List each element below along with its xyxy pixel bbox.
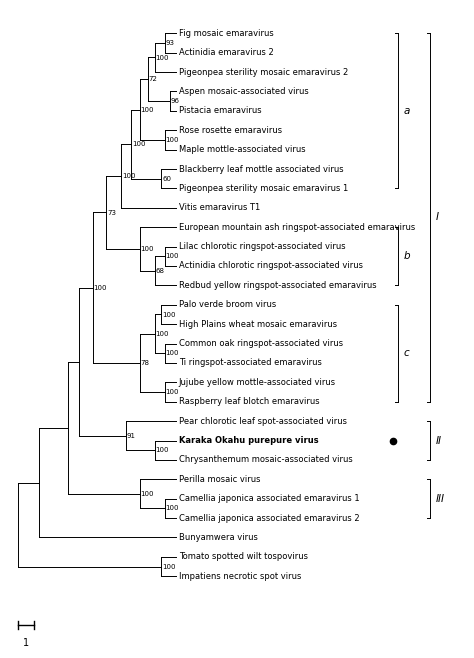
- Text: 1: 1: [23, 638, 29, 648]
- Text: Impatiens necrotic spot virus: Impatiens necrotic spot virus: [179, 572, 301, 581]
- Text: Jujube yellow mottle-associated virus: Jujube yellow mottle-associated virus: [179, 378, 336, 387]
- Text: Maple mottle-associated virus: Maple mottle-associated virus: [179, 145, 305, 154]
- Text: 73: 73: [107, 210, 116, 216]
- Text: Ti ringspot-associated emaravirus: Ti ringspot-associated emaravirus: [179, 359, 322, 367]
- Text: Camellia japonica associated emaravirus 1: Camellia japonica associated emaravirus …: [179, 494, 359, 503]
- Text: c: c: [403, 348, 409, 358]
- Text: 100: 100: [155, 55, 169, 61]
- Text: Fig mosaic emaravirus: Fig mosaic emaravirus: [179, 29, 273, 38]
- Text: Common oak ringspot-associated virus: Common oak ringspot-associated virus: [179, 339, 343, 348]
- Text: 96: 96: [171, 98, 180, 104]
- Text: Aspen mosaic-associated virus: Aspen mosaic-associated virus: [179, 87, 309, 96]
- Text: Lilac chlorotic ringspot-associated virus: Lilac chlorotic ringspot-associated viru…: [179, 242, 346, 251]
- Text: Redbud yellow ringspot-associated emaravirus: Redbud yellow ringspot-associated emarav…: [179, 281, 376, 290]
- Text: Karaka Okahu purepure virus: Karaka Okahu purepure virus: [179, 436, 319, 445]
- Text: 100: 100: [165, 505, 179, 511]
- Text: 93: 93: [165, 40, 174, 46]
- Text: Pear chlorotic leaf spot-associated virus: Pear chlorotic leaf spot-associated viru…: [179, 417, 347, 426]
- Text: 78: 78: [140, 360, 149, 366]
- Text: 100: 100: [165, 350, 179, 357]
- Text: 100: 100: [122, 173, 136, 179]
- Text: Rose rosette emaravirus: Rose rosette emaravirus: [179, 126, 282, 135]
- Text: Chrysanthemum mosaic-associated virus: Chrysanthemum mosaic-associated virus: [179, 455, 353, 465]
- Text: 100: 100: [140, 491, 154, 497]
- Text: Blackberry leaf mottle associated virus: Blackberry leaf mottle associated virus: [179, 164, 343, 174]
- Text: Raspberry leaf blotch emaravirus: Raspberry leaf blotch emaravirus: [179, 397, 319, 406]
- Text: Bunyamwera virus: Bunyamwera virus: [179, 533, 258, 542]
- Text: b: b: [403, 251, 410, 261]
- Text: Palo verde broom virus: Palo verde broom virus: [179, 300, 276, 309]
- Text: 100: 100: [93, 285, 107, 291]
- Text: European mountain ash ringspot-associated emaravirus: European mountain ash ringspot-associate…: [179, 222, 415, 232]
- Text: 100: 100: [162, 311, 175, 318]
- Text: 91: 91: [127, 433, 136, 439]
- Text: Tomato spotted wilt tospovirus: Tomato spotted wilt tospovirus: [179, 552, 308, 561]
- Text: Perilla mosaic virus: Perilla mosaic virus: [179, 475, 260, 484]
- Text: 100: 100: [155, 447, 169, 453]
- Text: 60: 60: [162, 176, 171, 182]
- Text: 100: 100: [165, 389, 179, 395]
- Text: Vitis emaravirus T1: Vitis emaravirus T1: [179, 203, 260, 213]
- Text: 100: 100: [165, 253, 179, 259]
- Text: Pigeonpea sterility mosaic emaravirus 1: Pigeonpea sterility mosaic emaravirus 1: [179, 184, 348, 193]
- Text: 100: 100: [155, 331, 169, 337]
- Text: Actinidia emaravirus 2: Actinidia emaravirus 2: [179, 48, 273, 57]
- Text: 72: 72: [149, 76, 157, 82]
- Text: I: I: [435, 213, 438, 222]
- Text: II: II: [435, 436, 441, 445]
- Text: Camellia japonica associated emaravirus 2: Camellia japonica associated emaravirus …: [179, 514, 359, 522]
- Text: High Plains wheat mosaic emaravirus: High Plains wheat mosaic emaravirus: [179, 320, 337, 328]
- Text: Actinidia chlorotic ringspot-associated virus: Actinidia chlorotic ringspot-associated …: [179, 261, 363, 270]
- Text: Pistacia emaravirus: Pistacia emaravirus: [179, 107, 261, 115]
- Text: 100: 100: [140, 246, 154, 252]
- Text: III: III: [435, 494, 444, 503]
- Text: 68: 68: [155, 268, 164, 274]
- Text: 100: 100: [165, 137, 179, 143]
- Text: 100: 100: [132, 141, 146, 147]
- Text: 100: 100: [140, 107, 154, 113]
- Text: Pigeonpea sterility mosaic emaravirus 2: Pigeonpea sterility mosaic emaravirus 2: [179, 68, 348, 76]
- Text: a: a: [403, 106, 410, 116]
- Text: 100: 100: [162, 564, 175, 570]
